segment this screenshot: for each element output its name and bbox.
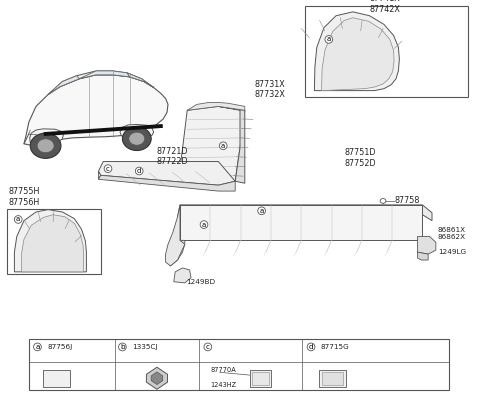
Text: a: a [35,344,40,350]
Polygon shape [22,215,84,272]
Text: 86861X
86862X: 86861X 86862X [438,227,466,240]
Polygon shape [418,236,436,254]
Polygon shape [166,205,185,266]
Bar [43,370,70,387]
Text: 87756J: 87756J [47,344,72,350]
Bar [322,372,343,385]
Text: a: a [327,36,331,43]
Polygon shape [98,162,235,185]
Polygon shape [14,210,86,272]
Text: d: d [137,168,142,174]
Polygon shape [30,129,63,143]
Text: a: a [221,143,225,149]
Polygon shape [48,71,154,95]
Text: d: d [309,344,313,350]
Text: 1249BD: 1249BD [186,279,215,285]
Polygon shape [322,18,394,91]
Text: 87741X
87742X: 87741X 87742X [370,0,400,14]
Bar [250,370,271,387]
Text: 87758: 87758 [394,197,420,205]
Text: 1249LG: 1249LG [438,249,466,255]
Bar [305,6,468,97]
Polygon shape [98,171,101,179]
Text: 87751D
87752D: 87751D 87752D [345,149,376,168]
Polygon shape [98,175,235,191]
Polygon shape [170,240,185,266]
Polygon shape [48,76,79,95]
Text: c: c [106,165,110,172]
Circle shape [129,132,144,145]
Bar [7,209,101,274]
Polygon shape [151,372,163,385]
Text: 87770A: 87770A [210,367,236,374]
Polygon shape [180,205,422,240]
Polygon shape [178,106,245,185]
Bar [29,339,449,390]
Polygon shape [174,268,191,283]
Text: 1335CJ: 1335CJ [132,344,157,350]
Polygon shape [24,75,168,146]
Polygon shape [418,252,428,260]
Text: c: c [206,344,210,350]
Text: a: a [16,216,20,223]
Text: a: a [202,221,206,228]
Text: a: a [260,208,264,214]
Bar [319,370,346,387]
Polygon shape [187,102,245,110]
Polygon shape [218,106,245,183]
Text: 87731X
87732X: 87731X 87732X [254,80,285,99]
Text: 87721D
87722D: 87721D 87722D [156,147,188,166]
Text: 87755H
87756H: 87755H 87756H [9,188,40,207]
Bar [252,372,269,385]
Text: b: b [120,344,125,350]
Polygon shape [120,125,154,138]
Text: 87715G: 87715G [321,344,349,350]
Circle shape [122,127,151,151]
Circle shape [30,133,61,158]
Polygon shape [127,73,154,87]
Circle shape [37,139,54,153]
Polygon shape [146,367,168,389]
Text: 1243HZ: 1243HZ [210,382,236,388]
Circle shape [380,199,386,203]
Polygon shape [79,71,130,79]
Polygon shape [178,205,432,221]
Polygon shape [314,12,399,91]
